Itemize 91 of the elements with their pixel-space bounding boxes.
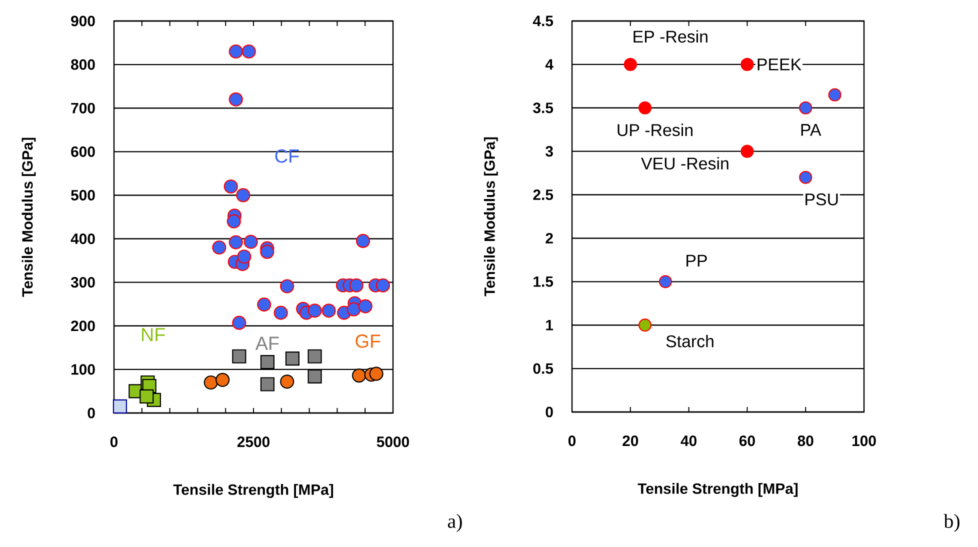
annotation: PEEK	[758, 58, 802, 70]
x-axis-title: Tensile Strength [MPa]	[173, 484, 334, 498]
x-tick-label: 60	[739, 436, 755, 446]
y-tick-label: 4	[545, 59, 554, 70]
point	[257, 297, 272, 312]
point	[308, 304, 322, 318]
point	[799, 101, 812, 114]
x-tick-label: 20	[622, 436, 638, 446]
y-tick-label: 900	[71, 16, 95, 26]
point	[216, 372, 230, 387]
y-tick-label: 1	[546, 320, 554, 330]
x-axis-title: Tensile Strength [MPa]	[638, 482, 798, 497]
point	[285, 352, 300, 366]
y-tick-label: 0.5	[533, 363, 554, 374]
annotation: EP -Resin	[634, 30, 708, 43]
y-axis-title: Tensile Modulus [GPa]	[484, 137, 498, 296]
point	[260, 354, 275, 370]
point	[322, 304, 336, 318]
point	[356, 234, 370, 248]
point	[308, 349, 322, 364]
point	[828, 88, 842, 102]
annotation: PA	[801, 124, 822, 136]
point	[236, 188, 250, 202]
point	[204, 375, 218, 390]
y-tick-label: 300	[70, 277, 95, 288]
annotation: UP -Resin	[618, 124, 692, 136]
x-tick-label: 80	[798, 436, 814, 446]
y-tick-label: 100	[71, 364, 95, 375]
point	[638, 101, 652, 114]
y-tick-label: 600	[71, 146, 95, 157]
point	[244, 234, 258, 249]
y-tick-label: 700	[71, 102, 95, 114]
text: b)	[944, 514, 960, 532]
y-tick-label: 0	[88, 408, 95, 418]
x-tick-label: 100	[852, 436, 876, 446]
point	[140, 389, 154, 404]
series-label: GF	[356, 334, 380, 348]
point	[226, 214, 241, 228]
y-tick-label: 4.5	[532, 16, 554, 26]
point	[274, 306, 288, 320]
y-tick-label: 0	[546, 406, 553, 418]
point	[280, 374, 294, 389]
point	[624, 58, 637, 71]
y-tick-label: 2	[546, 233, 553, 244]
point	[346, 302, 361, 316]
point	[308, 369, 322, 384]
x-tick-label: 40	[680, 436, 696, 446]
annotation: PP	[686, 254, 707, 266]
x-tick-label: 0	[568, 436, 576, 446]
y-tick-label: 1.5	[534, 276, 554, 287]
point	[232, 316, 246, 330]
point	[224, 179, 238, 194]
text: CF	[275, 149, 299, 163]
point	[242, 44, 256, 59]
point	[369, 366, 384, 381]
annotation: Starch	[666, 334, 714, 348]
point	[112, 399, 128, 414]
x-tick-label: 0	[110, 436, 118, 448]
point	[228, 235, 243, 250]
series-label: AF	[255, 336, 279, 350]
y-tick-label: 3.5	[533, 102, 554, 114]
series-label: NF	[142, 328, 165, 342]
point	[237, 250, 252, 264]
point	[638, 318, 652, 332]
point	[376, 278, 390, 292]
x-tick-label: 2500	[237, 436, 270, 448]
point	[740, 58, 754, 71]
y-tick-label: 800	[71, 59, 95, 70]
x-tick-label: 5000	[376, 436, 409, 448]
point	[740, 144, 754, 158]
annotation: PSU	[806, 193, 838, 206]
point	[358, 299, 372, 314]
point	[280, 279, 294, 294]
point	[232, 349, 246, 364]
point	[352, 368, 366, 383]
annotation: VEU -Resin	[641, 157, 728, 170]
y-tick-label: 200	[71, 320, 95, 332]
y-tick-label: 3	[546, 146, 553, 157]
point	[799, 170, 812, 184]
point	[349, 278, 364, 292]
point	[212, 240, 226, 255]
y-tick-label: 400	[70, 233, 95, 244]
y-tick-label: 500	[71, 190, 95, 201]
y-tick-label: 2.5	[533, 189, 554, 200]
y-axis-title: Tensile Modulus [GPa]	[22, 138, 36, 297]
point	[228, 44, 243, 59]
point	[260, 244, 274, 259]
text: a)	[448, 514, 462, 532]
point	[228, 92, 243, 106]
point	[260, 377, 275, 392]
point	[658, 275, 672, 288]
